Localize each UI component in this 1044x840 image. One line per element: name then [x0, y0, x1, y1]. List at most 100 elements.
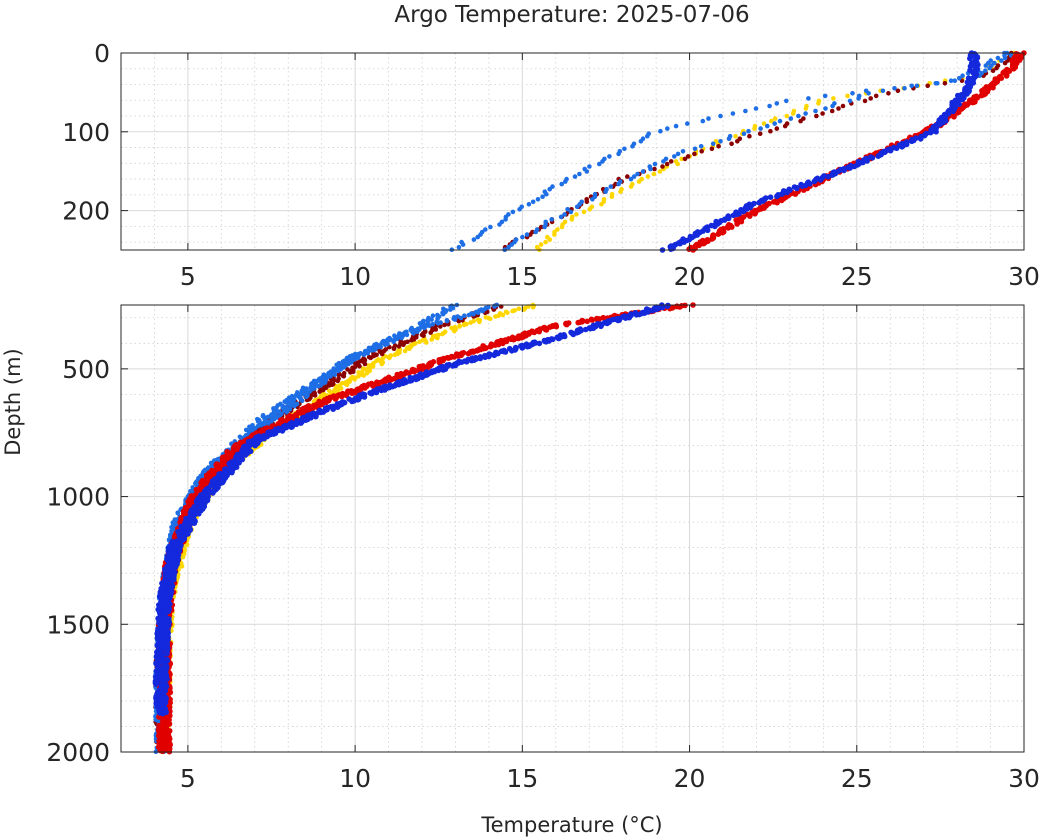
data-point [444, 318, 450, 324]
data-point [506, 244, 511, 250]
data-point [598, 323, 604, 330]
data-point [361, 394, 368, 400]
data-point [497, 222, 502, 227]
data-point [660, 164, 665, 169]
data-point [692, 151, 697, 157]
data-point [590, 197, 595, 202]
data-point [698, 144, 704, 149]
data-point [933, 129, 939, 135]
data-point [533, 229, 538, 235]
data-point [468, 357, 475, 364]
data-point [679, 156, 684, 162]
data-point [543, 239, 548, 245]
data-point [978, 92, 985, 99]
data-point [503, 217, 508, 222]
data-point [436, 359, 443, 366]
data-point [509, 348, 515, 354]
data-point [864, 158, 870, 164]
data-point [543, 339, 549, 345]
data-point [584, 199, 590, 205]
data-point [873, 93, 879, 99]
data-point [348, 370, 353, 375]
data-point [710, 141, 716, 147]
data-point [184, 542, 190, 548]
data-point [552, 232, 557, 237]
data-point [960, 73, 965, 78]
data-point [603, 189, 608, 194]
data-point [625, 174, 630, 179]
data-point [336, 372, 342, 378]
data-point [730, 111, 736, 116]
data-point [942, 81, 948, 86]
data-point [772, 121, 777, 126]
data-point [587, 207, 593, 212]
data-point [700, 118, 706, 124]
data-point [536, 340, 543, 347]
data-point [442, 322, 447, 328]
data-point [268, 413, 274, 419]
data-point [253, 426, 258, 431]
data-point [328, 374, 333, 379]
data-point [491, 352, 498, 359]
data-point [772, 116, 778, 121]
data-point [661, 159, 666, 164]
data-point [847, 98, 853, 104]
data-point [718, 139, 723, 144]
data-point [994, 65, 999, 71]
data-point [863, 88, 869, 94]
data-point [880, 88, 886, 94]
data-point [597, 161, 602, 167]
data-point [715, 231, 722, 237]
data-point [608, 184, 614, 189]
data-point [511, 336, 517, 343]
data-point [429, 317, 434, 322]
data-point [440, 367, 447, 373]
data-point [735, 139, 740, 144]
data-point [782, 123, 788, 129]
data-point [562, 212, 567, 217]
data-point [364, 350, 370, 355]
data-point [335, 378, 341, 384]
data-point [729, 141, 734, 147]
data-point [368, 355, 374, 361]
data-point [421, 333, 426, 339]
data-point [847, 165, 853, 171]
data-point [402, 348, 408, 354]
data-point [293, 421, 300, 428]
data-point [1010, 66, 1017, 72]
data-point [339, 393, 345, 400]
data-point [814, 113, 819, 119]
data-point [741, 131, 747, 136]
data-point [822, 93, 828, 99]
data-point [892, 86, 897, 91]
data-point [396, 331, 402, 337]
data-point [530, 305, 536, 310]
data-point [317, 389, 323, 394]
data-point [725, 225, 731, 231]
x-tick-label: 15 [506, 262, 538, 291]
data-point [995, 55, 1001, 61]
data-point [487, 343, 494, 350]
data-point [379, 351, 385, 357]
data-point [368, 390, 375, 397]
data-point [682, 156, 688, 162]
data-point [313, 413, 319, 420]
data-point [568, 209, 574, 215]
data-point [584, 318, 590, 325]
data-point [347, 379, 352, 384]
data-point [752, 126, 757, 131]
data-point [628, 184, 634, 189]
data-point [475, 234, 481, 240]
data-point [363, 367, 369, 372]
data-point [638, 139, 644, 144]
data-point [570, 331, 577, 338]
data-point [604, 320, 610, 327]
data-point [298, 420, 304, 426]
data-point [951, 114, 957, 120]
data-point [756, 199, 762, 206]
data-point [886, 91, 891, 96]
data-point [362, 361, 368, 367]
data-point [792, 191, 799, 197]
series-1-points [502, 50, 1014, 252]
series-1-points [153, 302, 504, 754]
